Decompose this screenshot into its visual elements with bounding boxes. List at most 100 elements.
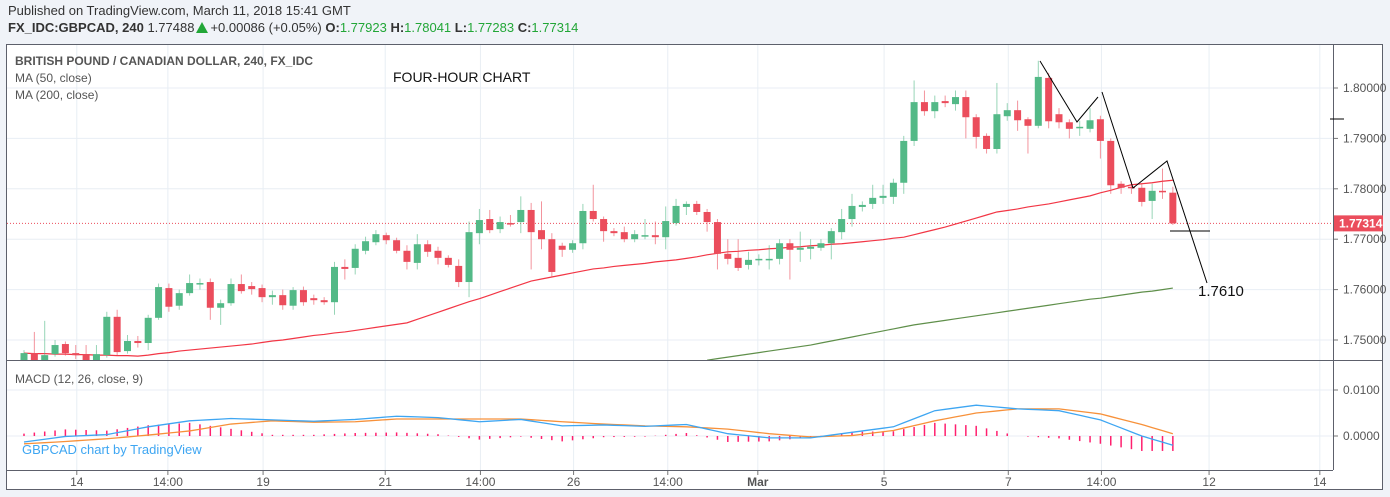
candle[interactable]	[993, 82, 1001, 154]
candle[interactable]	[589, 184, 597, 222]
candle[interactable]	[206, 278, 214, 320]
candle[interactable]	[641, 219, 649, 240]
candle[interactable]	[848, 193, 856, 227]
candle[interactable]	[506, 215, 514, 227]
candle[interactable]	[1159, 168, 1166, 199]
candle[interactable]	[972, 114, 980, 149]
candle[interactable]	[838, 208, 846, 240]
candle[interactable]	[382, 232, 390, 245]
candle[interactable]	[1169, 186, 1177, 225]
candle[interactable]	[258, 284, 266, 303]
candle[interactable]	[910, 80, 918, 146]
candle[interactable]	[869, 184, 877, 209]
zigzag-line-1[interactable]	[1039, 60, 1099, 123]
candle[interactable]	[1148, 183, 1156, 220]
candle[interactable]	[527, 202, 535, 270]
candle[interactable]	[30, 331, 38, 363]
candle[interactable]	[1117, 181, 1125, 194]
candle[interactable]	[134, 335, 142, 348]
candle[interactable]	[693, 200, 701, 216]
candle[interactable]	[889, 178, 897, 204]
candle[interactable]	[413, 234, 421, 270]
candle[interactable]	[72, 345, 80, 360]
candle[interactable]	[703, 208, 711, 232]
candle[interactable]	[858, 201, 866, 212]
candle[interactable]	[1138, 183, 1146, 207]
candle[interactable]	[165, 283, 173, 312]
candle[interactable]	[1055, 108, 1063, 129]
candle[interactable]	[144, 314, 152, 351]
candle[interactable]	[486, 209, 494, 234]
candle[interactable]	[538, 201, 545, 250]
candle[interactable]	[103, 311, 111, 358]
candle[interactable]	[1076, 120, 1084, 136]
candle[interactable]	[372, 230, 380, 246]
candle[interactable]	[82, 345, 90, 363]
candle[interactable]	[1014, 100, 1022, 131]
legend-ma50[interactable]: MA (50, close)	[15, 71, 92, 85]
candle[interactable]	[734, 239, 742, 271]
candle[interactable]	[496, 216, 504, 234]
candle[interactable]	[827, 228, 835, 260]
candle[interactable]	[1065, 119, 1073, 139]
candle[interactable]	[724, 239, 732, 265]
candle[interactable]	[662, 206, 670, 250]
candle[interactable]	[651, 221, 659, 245]
candle[interactable]	[434, 246, 442, 265]
macd-pane[interactable]	[23, 404, 1174, 451]
candle[interactable]	[817, 239, 825, 251]
candle[interactable]	[1034, 60, 1042, 129]
candle[interactable]	[310, 294, 318, 305]
candle[interactable]	[517, 196, 525, 234]
candle[interactable]	[299, 286, 307, 306]
candle[interactable]	[92, 345, 100, 363]
candle[interactable]	[362, 236, 370, 255]
candle[interactable]	[952, 90, 959, 111]
candle[interactable]	[941, 95, 949, 108]
candle[interactable]	[248, 282, 256, 295]
candle[interactable]	[631, 230, 639, 243]
candle[interactable]	[807, 239, 815, 260]
candle[interactable]	[465, 221, 473, 298]
candle[interactable]	[331, 261, 338, 315]
candle[interactable]	[776, 239, 784, 265]
candle[interactable]	[217, 299, 225, 325]
candle[interactable]	[393, 237, 401, 254]
candle[interactable]	[320, 297, 328, 305]
candle[interactable]	[548, 233, 556, 277]
candle[interactable]	[227, 278, 235, 306]
candle[interactable]	[931, 95, 939, 119]
candle[interactable]	[755, 254, 763, 266]
candle[interactable]	[113, 309, 121, 356]
candle[interactable]	[155, 283, 163, 320]
candle[interactable]	[186, 274, 194, 296]
candle[interactable]	[765, 245, 773, 270]
candle[interactable]	[786, 239, 794, 280]
candle[interactable]	[569, 240, 577, 253]
candle[interactable]	[610, 228, 618, 237]
candle[interactable]	[20, 350, 28, 363]
candle[interactable]	[61, 341, 69, 356]
candle[interactable]	[475, 208, 483, 245]
candle[interactable]	[268, 290, 276, 305]
candle[interactable]	[175, 289, 183, 310]
candle[interactable]	[600, 216, 608, 242]
candle[interactable]	[1086, 108, 1094, 133]
candle[interactable]	[1107, 138, 1115, 194]
candle[interactable]	[879, 184, 887, 204]
candle[interactable]	[279, 289, 287, 310]
candle[interactable]	[351, 244, 359, 275]
candle[interactable]	[745, 251, 752, 270]
legend-ma200[interactable]: MA (200, close)	[15, 88, 98, 102]
candle[interactable]	[1024, 117, 1032, 154]
price-pane[interactable]	[7, 60, 1333, 363]
candle[interactable]	[1096, 115, 1104, 159]
trend-drawings[interactable]	[1039, 60, 1210, 284]
candle[interactable]	[796, 231, 804, 262]
candle[interactable]	[289, 287, 297, 310]
candle[interactable]	[1003, 103, 1011, 121]
chart-container[interactable]	[6, 44, 1383, 490]
candle[interactable]	[51, 340, 59, 357]
candle[interactable]	[900, 135, 908, 194]
